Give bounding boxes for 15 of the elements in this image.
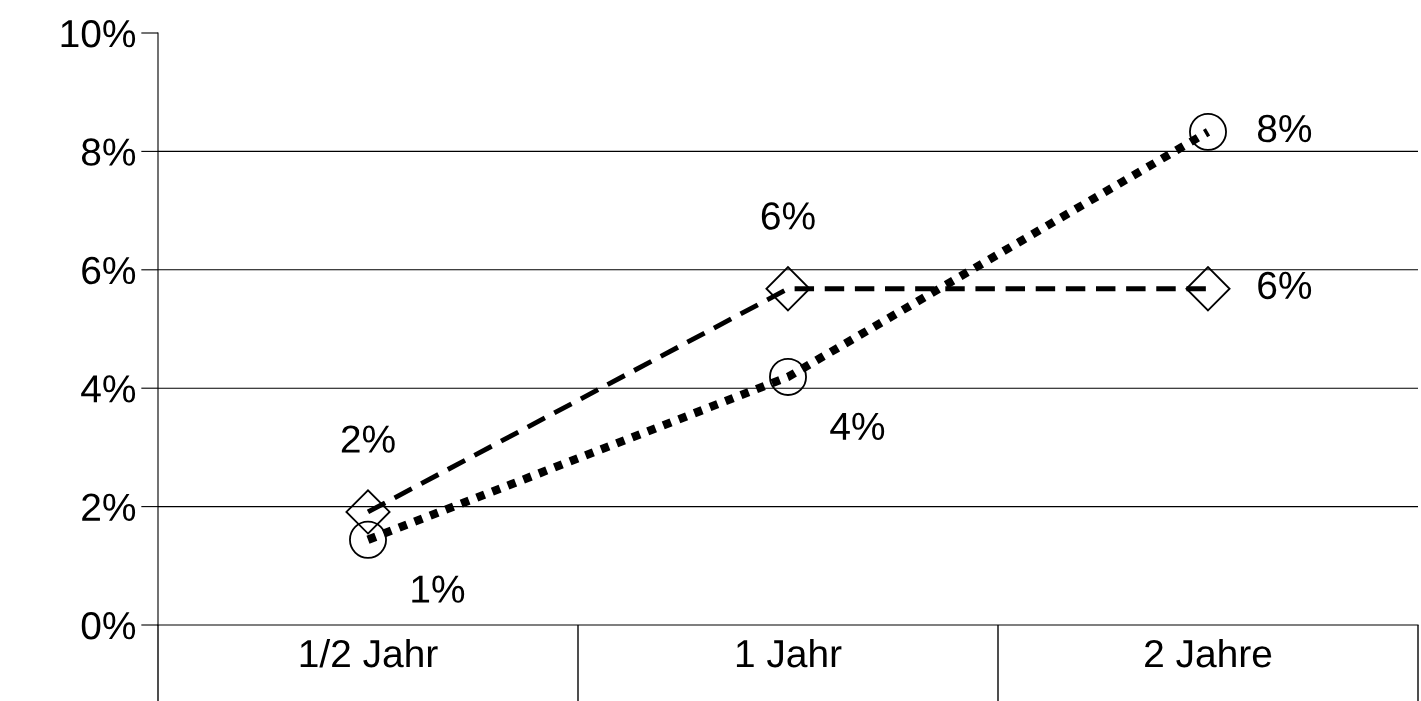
y-tick-label: 6% (82, 256, 136, 285)
x-tick-label: 2 Jahre (1145, 638, 1272, 668)
y-tick-label: 10% (61, 19, 136, 48)
data-label: 4% (830, 412, 885, 441)
y-tick-label: 8% (81, 138, 136, 166)
data-label: 6% (1258, 271, 1312, 300)
y-tick-label: 0% (81, 611, 136, 640)
data-label: 8% (1257, 114, 1312, 143)
y-tick-label: 2% (82, 493, 136, 521)
data-label: 1% (412, 575, 465, 603)
x-tick-label: 1 Jahr (736, 638, 842, 668)
data-label: 2% (341, 425, 395, 453)
x-tick-label: 1/2 Jahr (300, 638, 438, 668)
y-tick-label: 4% (81, 375, 136, 403)
data-label: 6% (761, 202, 815, 230)
